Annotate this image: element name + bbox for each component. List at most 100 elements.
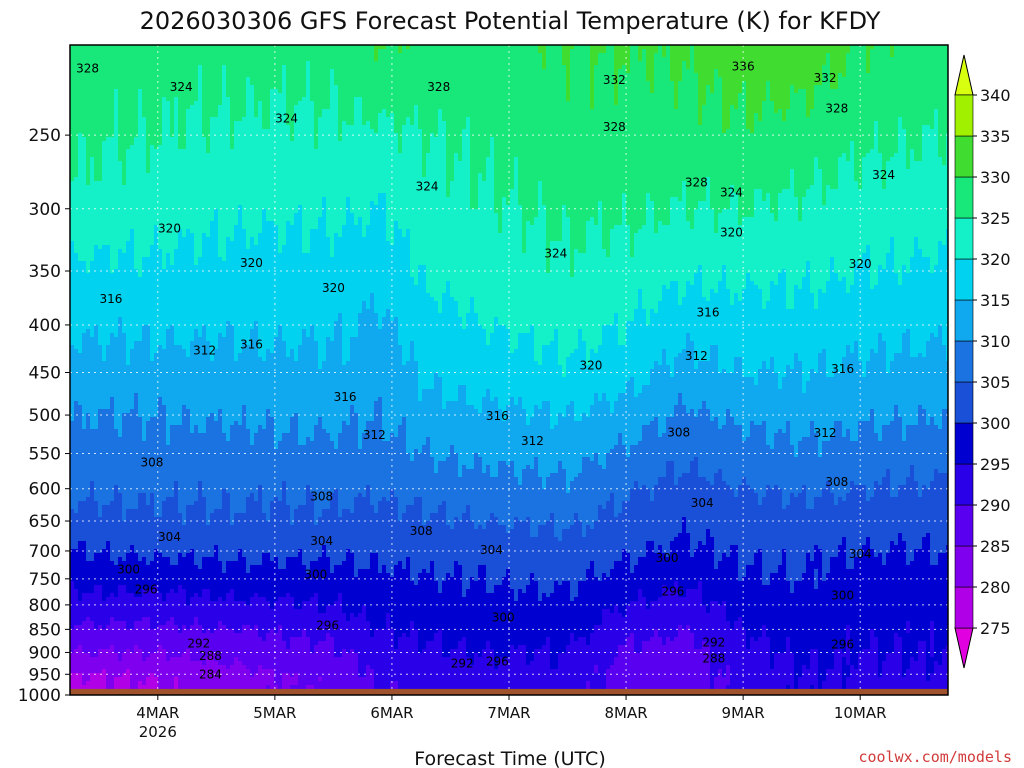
field-cell (346, 65, 351, 70)
field-cell (730, 53, 735, 58)
field-cell (658, 57, 663, 62)
field-cell (78, 93, 83, 98)
field-cell (854, 97, 859, 102)
field-cell (274, 53, 279, 58)
field-cell (882, 57, 887, 62)
field-cell (94, 81, 99, 86)
field-cell (370, 53, 375, 58)
field-cell (902, 73, 907, 78)
field-cell (286, 53, 291, 58)
field-cell (286, 101, 291, 106)
field-cell (794, 89, 799, 94)
field-cell (674, 101, 679, 106)
field-cell (742, 53, 747, 58)
field-cell (278, 49, 283, 54)
field-cell (886, 77, 891, 82)
field-cell (98, 101, 103, 106)
field-cell (294, 65, 299, 70)
field-cell (350, 53, 355, 58)
field-cell (610, 93, 615, 98)
field-cell (602, 101, 607, 106)
field-cell (402, 97, 407, 102)
field-cell (498, 81, 503, 86)
field-cell (138, 81, 143, 86)
field-cell (798, 61, 803, 66)
field-cell (554, 73, 559, 78)
field-cell (294, 49, 299, 54)
field-cell (78, 77, 83, 82)
field-cell (370, 69, 375, 74)
field-cell (554, 57, 559, 62)
chart-title: 2026030306 GFS Forecast Potential Temper… (140, 7, 881, 35)
field-cell (794, 81, 799, 86)
field-cell (418, 85, 423, 90)
field-cell (298, 77, 303, 82)
field-cell (78, 49, 83, 54)
field-cell (938, 101, 943, 106)
field-cell (450, 49, 455, 54)
field-cell (498, 77, 503, 82)
field-cell (490, 57, 495, 62)
field-cell (522, 89, 527, 94)
field-cell (198, 93, 203, 98)
field-cell (798, 101, 803, 106)
field-cell (102, 89, 107, 94)
field-cell (882, 97, 887, 102)
field-cell (478, 105, 483, 110)
field-cell (834, 85, 839, 90)
field-cell (478, 53, 483, 58)
field-cell (566, 77, 571, 82)
field-cell (558, 69, 563, 74)
field-cell (230, 97, 235, 102)
field-cell (418, 105, 423, 110)
field-cell (570, 93, 575, 98)
field-cell (198, 49, 203, 54)
field-cell (562, 61, 567, 66)
field-cell (818, 65, 823, 70)
field-cell (78, 89, 83, 94)
field-cell (710, 85, 715, 90)
field-cell (686, 81, 691, 86)
field-cell (898, 97, 903, 102)
field-cell (754, 49, 759, 54)
field-cell (246, 77, 251, 82)
field-cell (590, 61, 595, 66)
field-cell (438, 97, 443, 102)
field-cell (662, 101, 667, 106)
field-cell (734, 49, 739, 54)
field-cell (490, 101, 495, 106)
field-cell (738, 81, 743, 86)
field-cell (418, 65, 423, 70)
field-cell (478, 69, 483, 74)
field-cell (442, 65, 447, 70)
field-cell (110, 81, 115, 86)
field-cell (130, 65, 135, 70)
field-cell (150, 69, 155, 74)
field-cell (766, 97, 771, 102)
field-cell (310, 57, 315, 62)
field-cell (226, 77, 231, 82)
field-cell (398, 101, 403, 106)
field-cell (110, 93, 115, 98)
field-cell (758, 65, 763, 70)
field-cell (734, 73, 739, 78)
field-cell (258, 89, 263, 94)
field-cell (214, 89, 219, 94)
field-cell (290, 93, 295, 98)
field-cell (334, 89, 339, 94)
field-cell (306, 93, 311, 98)
field-cell (866, 53, 871, 58)
field-cell (670, 73, 675, 78)
field-cell (566, 53, 571, 58)
field-cell (366, 53, 371, 58)
field-cell (142, 93, 147, 98)
field-cell (598, 101, 603, 106)
field-cell (882, 65, 887, 70)
field-cell (546, 53, 551, 58)
field-cell (866, 61, 871, 66)
field-cell (434, 105, 439, 110)
field-cell (702, 53, 707, 58)
field-cell (474, 77, 479, 82)
field-cell (802, 81, 807, 86)
field-cell (862, 61, 867, 66)
